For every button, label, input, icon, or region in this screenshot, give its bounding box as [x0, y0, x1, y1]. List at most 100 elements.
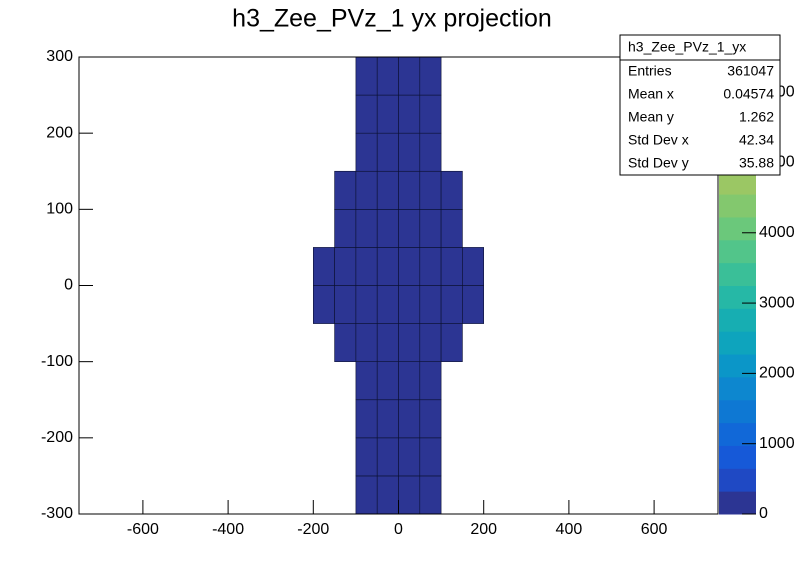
- palette-swatch: [719, 399, 756, 424]
- stats-box: [619, 34, 781, 176]
- stats-label: Mean y: [628, 109, 674, 125]
- palette-swatch: [719, 468, 756, 492]
- z-tick-label: 3000: [759, 294, 795, 311]
- heatmap-cell: [398, 56, 421, 96]
- heatmap-cell: [355, 399, 378, 439]
- palette-swatch: [719, 491, 756, 515]
- stats-value: 0.04574: [723, 86, 774, 102]
- palette-swatch: [719, 445, 756, 469]
- heatmap-cell: [398, 132, 421, 172]
- heatmap-cell: [419, 399, 442, 439]
- heatmap-cell: [440, 247, 463, 286]
- heatmap-cell: [398, 247, 421, 286]
- heatmap-cell: [376, 247, 399, 286]
- heatmap-cell: [355, 56, 378, 96]
- palette-swatch: [719, 422, 756, 446]
- heatmap-cell: [398, 170, 421, 210]
- heatmap-cell: [312, 247, 335, 286]
- heatmap-cell: [355, 247, 378, 286]
- heatmap-cell: [398, 475, 421, 515]
- palette-swatch: [719, 354, 756, 378]
- heatmap-cell: [440, 285, 463, 324]
- y-tick-label: 100: [46, 201, 73, 218]
- y-tick-label: 300: [46, 48, 73, 65]
- stats-title: h3_Zee_PVz_1_yx: [628, 39, 746, 55]
- heatmap-cell: [440, 170, 463, 210]
- heatmap-cell: [376, 170, 399, 210]
- stats-label: Mean x: [628, 86, 674, 102]
- palette-swatch: [719, 239, 756, 264]
- heatmap-cell: [398, 94, 421, 134]
- heatmap-cell: [398, 323, 421, 362]
- heatmap-cell: [440, 323, 463, 362]
- heatmap-cell: [355, 209, 378, 248]
- heatmap-cell: [398, 285, 421, 324]
- heatmap-cell: [462, 285, 484, 324]
- palette-swatch: [719, 285, 756, 309]
- heatmap-cell: [334, 285, 357, 324]
- heatmap-cell: [419, 323, 442, 362]
- heatmap-cell: [376, 323, 399, 362]
- heatmap-cell: [334, 170, 357, 210]
- heatmap-cell: [334, 247, 357, 286]
- heatmap-cell: [376, 437, 399, 477]
- stats-value: 361047: [727, 63, 774, 79]
- stats-label: Std Dev y: [628, 155, 689, 171]
- heatmap-cell: [355, 475, 378, 515]
- y-tick-label: -100: [41, 353, 73, 370]
- stats-value: 35.88: [739, 155, 774, 171]
- heatmap-cell: [398, 399, 421, 439]
- heatmap-cell: [376, 475, 399, 515]
- x-tick-label: 600: [641, 521, 668, 538]
- heatmap-cell: [334, 323, 357, 362]
- heatmap-cell: [355, 323, 378, 362]
- heatmap-cell: [376, 56, 399, 96]
- x-tick-label: -600: [127, 521, 159, 538]
- heatmap-cell: [355, 94, 378, 134]
- palette-swatch: [719, 376, 756, 401]
- heatmap-cell: [440, 209, 463, 248]
- x-tick-label: -200: [297, 521, 329, 538]
- heatmap-cell: [376, 132, 399, 172]
- palette-swatch: [719, 308, 756, 332]
- palette-swatch: [719, 262, 756, 286]
- x-tick-label: -400: [212, 521, 244, 538]
- x-tick-label: 200: [470, 521, 497, 538]
- y-tick-label: -200: [41, 429, 73, 446]
- heatmap-cell: [376, 94, 399, 134]
- heatmap-cell: [419, 475, 442, 515]
- y-tick-label: 0: [64, 277, 73, 294]
- heatmap-cell: [419, 170, 442, 210]
- heatmap-cell: [419, 56, 442, 96]
- palette-swatch: [719, 171, 756, 195]
- heatmap-cell: [419, 285, 442, 324]
- x-tick-label: 0: [394, 521, 403, 538]
- z-tick-label: 4000: [759, 224, 795, 241]
- heatmap-cell: [376, 361, 399, 401]
- heatmap-cell: [376, 209, 399, 248]
- heatmap-cell: [355, 132, 378, 172]
- chart-title: h3_Zee_PVz_1 yx projection: [232, 5, 552, 33]
- y-tick-label: 200: [46, 124, 73, 141]
- palette-swatch: [719, 216, 756, 241]
- z-tick-label: 0: [759, 505, 768, 522]
- heatmap-cell: [355, 361, 378, 401]
- heatmap-cell: [419, 209, 442, 248]
- heatmap-cell: [355, 285, 378, 324]
- y-tick-label: -300: [41, 505, 73, 522]
- stats-label: Entries: [628, 63, 672, 79]
- heatmap-cell: [334, 209, 357, 248]
- heatmap-cell: [355, 437, 378, 477]
- heatmap-cell: [355, 170, 378, 210]
- heatmap-cell: [419, 94, 442, 134]
- x-tick-label: 400: [556, 521, 583, 538]
- heatmap-cell: [398, 209, 421, 248]
- stats-value: 1.262: [739, 109, 774, 125]
- z-tick-label: 2000: [759, 365, 795, 382]
- heatmap-cell: [376, 399, 399, 439]
- heatmap-cell: [312, 285, 335, 324]
- stats-value: 42.34: [739, 132, 774, 148]
- heatmap-cell: [398, 361, 421, 401]
- stats-label: Std Dev x: [628, 132, 689, 148]
